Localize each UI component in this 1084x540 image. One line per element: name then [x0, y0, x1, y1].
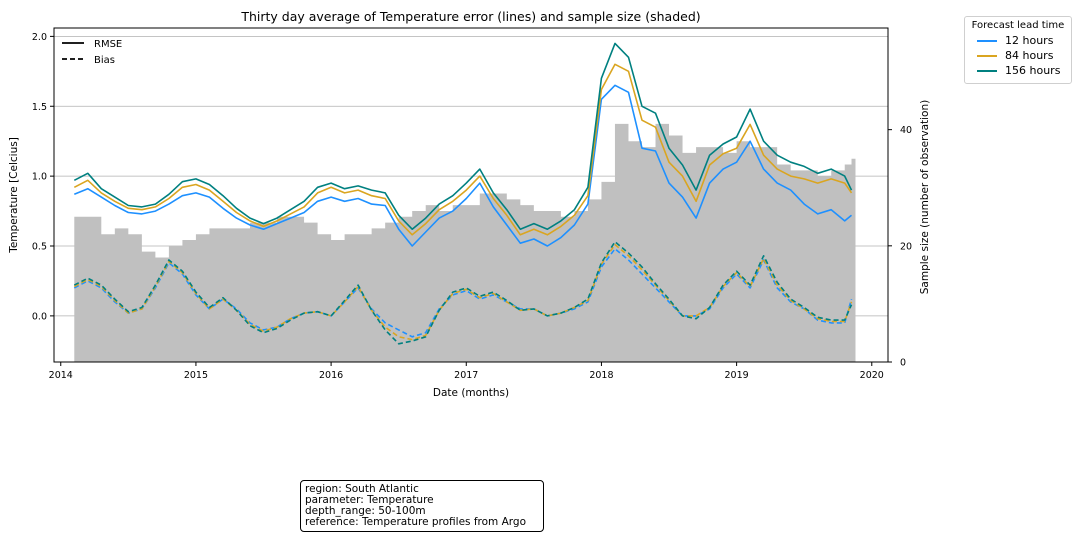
x-tick-label: 2019: [725, 370, 749, 381]
lead-legend-title: Forecast lead time: [971, 20, 1065, 31]
series-line-bias-12-hours: [73, 248, 853, 338]
x-axis-ticks: 2014 2015 2016 2017 2018 2019 2020: [49, 362, 884, 381]
y-tick-label: 1.0: [32, 172, 47, 183]
sample-size-shading: [74, 123, 856, 362]
x-tick-label: 2017: [454, 370, 478, 381]
chart-title: Thirty day average of Temperature error …: [240, 9, 700, 24]
series-line-rmse-84-hours: [73, 63, 853, 236]
y-tick-label: 0.5: [32, 242, 47, 253]
x-tick-label: 2014: [49, 370, 73, 381]
lead-time-legend: Forecast lead time 12 hours 84 hours 156…: [964, 16, 1072, 84]
rmse-legend-label: RMSE: [94, 39, 122, 50]
y-tick-label: 0.0: [32, 311, 47, 322]
style-legend: RMSE Bias: [62, 39, 122, 66]
y-axis-right-ticks: 0 20 40: [888, 125, 912, 369]
series-line-bias-156-hours: [73, 241, 853, 345]
y-right-tick-label: 40: [900, 125, 912, 136]
y-axis-ticks: 0.0 0.5 1.0 1.5 2.0: [32, 32, 54, 322]
series-line-rmse-156-hours: [73, 42, 853, 230]
y-right-tick-label: 0: [900, 358, 906, 369]
lead-legend-item-156: 156 hours: [969, 63, 1067, 78]
lead-legend-swatch: [977, 54, 997, 57]
sample-size-area: [74, 123, 856, 362]
bias-legend-label: Bias: [94, 55, 115, 66]
y-axis-label: Temperature [Celcius]: [8, 137, 20, 254]
series-line-rmse-12-hours: [73, 84, 853, 247]
y-axis-right-label: Sample size (number of observation): [919, 100, 931, 294]
lead-legend-label: 12 hours: [1005, 34, 1054, 47]
info-line-region: region: South Atlantic: [305, 483, 419, 495]
x-tick-label: 2018: [589, 370, 613, 381]
series-line-bias-84-hours: [73, 243, 853, 341]
info-box: region: South Atlantic parameter: Temper…: [300, 480, 544, 532]
plot-frame: [53, 27, 889, 363]
lead-legend-item-84: 84 hours: [969, 48, 1067, 63]
x-axis-label: Date (months): [433, 387, 509, 399]
lead-legend-swatch: [977, 39, 997, 42]
info-line-reference: reference: Temperature profiles from Arg…: [305, 516, 527, 528]
x-tick-label: 2015: [184, 370, 208, 381]
y-tick-label: 2.0: [32, 32, 47, 43]
info-line-depth: depth_range: 50-100m: [305, 505, 426, 517]
y-tick-label: 1.5: [32, 102, 47, 113]
lead-legend-label: 156 hours: [1005, 64, 1061, 77]
lead-legend-swatch: [977, 69, 997, 72]
y-right-tick-label: 20: [900, 241, 912, 252]
info-line-parameter: parameter: Temperature: [305, 494, 434, 506]
x-tick-label: 2020: [860, 370, 884, 381]
lead-legend-item-12: 12 hours: [969, 33, 1067, 48]
x-tick-label: 2016: [319, 370, 343, 381]
series-lines: [73, 42, 853, 345]
lead-legend-label: 84 hours: [1005, 49, 1054, 62]
